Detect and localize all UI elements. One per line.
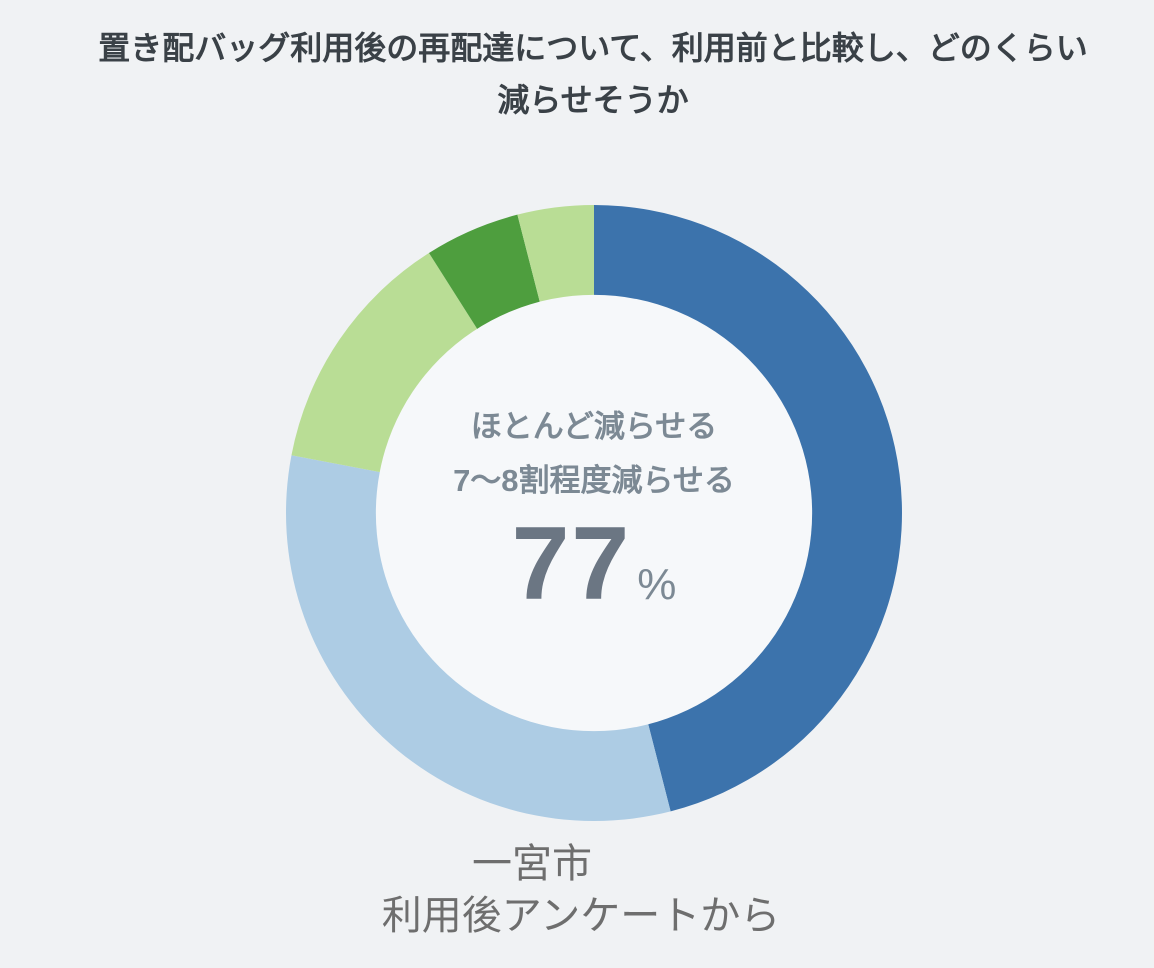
source-caption-line1: 一宮市 (472, 842, 592, 886)
donut-segment-1[interactable] (594, 205, 902, 812)
donut-segment-3[interactable] (291, 252, 478, 473)
donut-chart (286, 205, 902, 821)
chart-title: 置き配バッグ利用後の再配達について、利用前と比較し、どのくらい減らせそうか (98, 30, 1088, 118)
source-caption: 一宮市 利用後アンケートから (4, 838, 1154, 942)
donut-segment-5[interactable] (517, 205, 594, 303)
donut-hole (375, 294, 813, 732)
donut-segment-4[interactable] (428, 214, 540, 330)
source-caption-line2: 利用後アンケートから (381, 894, 781, 938)
